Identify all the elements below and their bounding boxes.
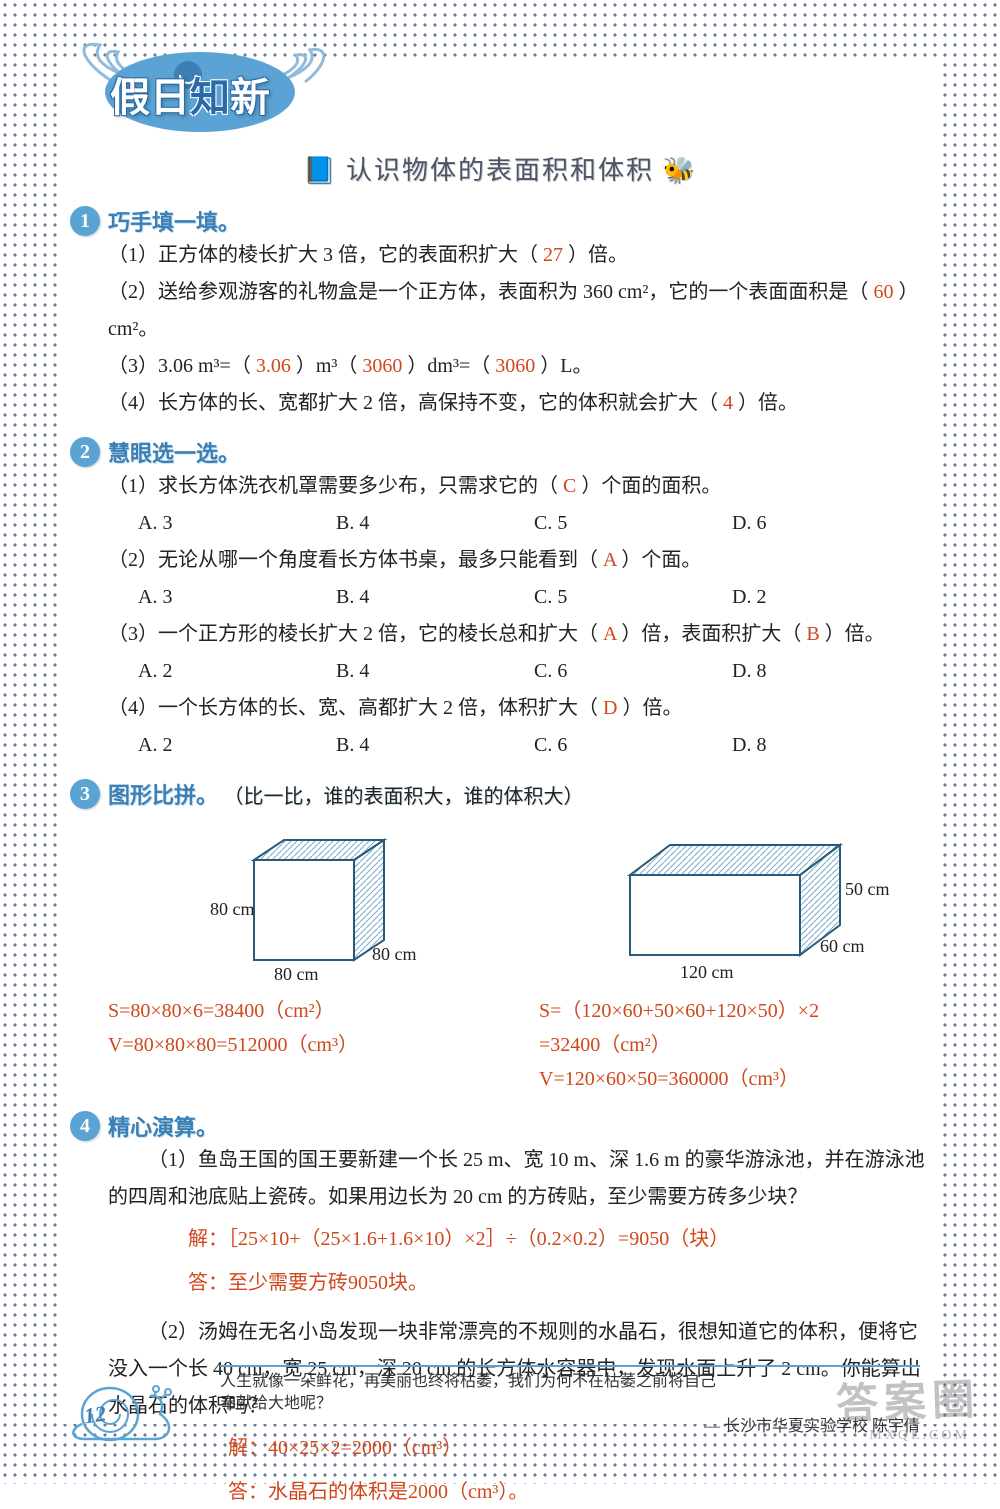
s1-item-3: （3）3.06 m³=（ 3.06 ）m³（ 3060 ）dm³=（ 3060 … <box>108 348 930 385</box>
cuboid-w-label: 120 cm <box>680 962 734 982</box>
cube-S: S=80×80×6=38400（cm²） <box>108 994 499 1028</box>
logo-text: 假日知新 <box>110 65 270 123</box>
section-4-badge: 4 <box>70 1111 100 1141</box>
s1-ans-1: 27 <box>538 244 568 266</box>
s2-q1: （1）求长方体洗衣机罩需要多少布，只需求它的（ C ）个面的面积。 <box>108 468 930 505</box>
footer-quote: 人生就像一朵鲜花，再美丽也终将枯萎，我们为何不在枯萎之前将自己 奉献给大地呢？ … <box>220 1365 920 1438</box>
cuboid-S2: =32400（cm²） <box>539 1028 930 1062</box>
section-4-title: 精心演算。 <box>108 1110 218 1142</box>
snail-icon <box>60 1364 190 1444</box>
s2-q4-opts: A. 2 B. 4 C. 6 D. 8 <box>108 727 930 764</box>
cuboid-d-label: 60 cm <box>820 936 865 956</box>
cuboid-icon: 50 cm 120 cm 60 cm <box>580 820 890 990</box>
section-2: 2 慧眼选一选。 （1）求长方体洗衣机罩需要多少布，只需求它的（ C ）个面的面… <box>70 436 930 764</box>
s2-q3: （3）一个正方形的棱长扩大 2 倍，它的棱长总和扩大（ A ）倍，表面积扩大（ … <box>108 616 930 653</box>
s2-q1-opts: A. 3 B. 4 C. 5 D. 6 <box>108 505 930 542</box>
s1-item-1: （1）正方体的棱长扩大 3 倍，它的表面积扩大（ 27 ）倍。 <box>108 237 930 274</box>
cube-w-label: 80 cm <box>274 964 319 984</box>
lesson-subtitle: 📘 认识物体的表面积和体积 🐝 <box>70 150 930 187</box>
s2-q4: （4）一个长方体的长、宽、高都扩大 2 倍，体积扩大（ D ）倍。 <box>108 690 930 727</box>
s1-item-2: （2）送给参观游客的礼物盒是一个正方体，表面积为 360 cm²，它的一个表面面… <box>108 274 930 348</box>
s1-ans-4: 4 <box>718 392 738 414</box>
page-number: 12 <box>82 1401 107 1430</box>
logo-char-3: 知 <box>190 75 230 120</box>
logo-char-2: 日 <box>150 75 190 120</box>
cube-V: V=80×80×80=512000（cm³） <box>108 1028 499 1062</box>
section-4: 4 精心演算。 （1）鱼岛王国的国王要新建一个长 25 m、宽 10 m、深 1… <box>70 1110 930 1509</box>
s4-p1-text: （1）鱼岛王国的国王要新建一个长 25 m、宽 10 m、深 1.6 m 的豪华… <box>108 1142 930 1216</box>
s2-q2-opts: A. 3 B. 4 C. 5 D. 2 <box>108 579 930 616</box>
s1-ans-2: 60 <box>868 281 898 303</box>
s2-q2: （2）无论从哪一个角度看长方体书桌，最多只能看到（ A ）个面。 <box>108 542 930 579</box>
cube-diagram: 80 cm 80 cm 80 cm S=80×80×6=38400（cm²） V… <box>108 820 499 1096</box>
logo: 假日知新 <box>70 30 330 140</box>
cuboid-h-label: 50 cm <box>845 879 890 899</box>
section-3-badge: 3 <box>70 779 100 809</box>
section-1-badge: 1 <box>70 206 100 236</box>
page-content: 假日知新 📘 认识物体的表面积和体积 🐝 1 巧手填一填。 （1）正方体的棱长扩… <box>70 30 930 1444</box>
section-2-title: 慧眼选一选。 <box>108 436 240 468</box>
cuboid-V: V=120×60×50=360000（cm³） <box>539 1062 930 1096</box>
cube-d-label: 80 cm <box>372 944 417 964</box>
section-3: 3 图形比拼。 （比一比，谁的表面积大，谁的体积大） <box>70 778 930 1096</box>
s4-p2-answer: 答：水晶石的体积是2000（cm³）。 <box>108 1475 930 1509</box>
section-3-title: 图形比拼。 （比一比，谁的表面积大，谁的体积大） <box>108 778 584 810</box>
s4-p1-answer: 答：至少需要方砖9050块。 <box>108 1266 930 1300</box>
s1-item-4: （4）长方体的长、宽都扩大 2 倍，高保持不变，它的体积就会扩大（ 4 ）倍。 <box>108 385 930 422</box>
s4-p1-work: 解：［25×10+（25×1.6+1.6×10）×2］÷（0.2×0.2）=90… <box>108 1222 930 1256</box>
page-footer: 12 人生就像一朵鲜花，再美丽也终将枯萎，我们为何不在枯萎之前将自己 奉献给大地… <box>60 1354 940 1444</box>
section-1-title: 巧手填一填。 <box>108 205 240 237</box>
section-2-badge: 2 <box>70 437 100 467</box>
section-1: 1 巧手填一填。 （1）正方体的棱长扩大 3 倍，它的表面积扩大（ 27 ）倍。… <box>70 205 930 422</box>
cube-h-label: 80 cm <box>210 899 255 919</box>
logo-char-4: 新 <box>230 75 270 120</box>
cube-icon: 80 cm 80 cm 80 cm <box>174 820 434 990</box>
cuboid-S1: S=（120×60+50×60+120×50）×2 <box>539 994 930 1028</box>
footer-attribution: — 长沙市华夏实验学校 陈宇倩 <box>220 1416 920 1438</box>
s2-q3-opts: A. 2 B. 4 C. 6 D. 8 <box>108 653 930 690</box>
cuboid-diagram: 50 cm 120 cm 60 cm S=（120×60+50×60+120×5… <box>539 820 930 1096</box>
logo-char-1: 假 <box>110 75 150 120</box>
